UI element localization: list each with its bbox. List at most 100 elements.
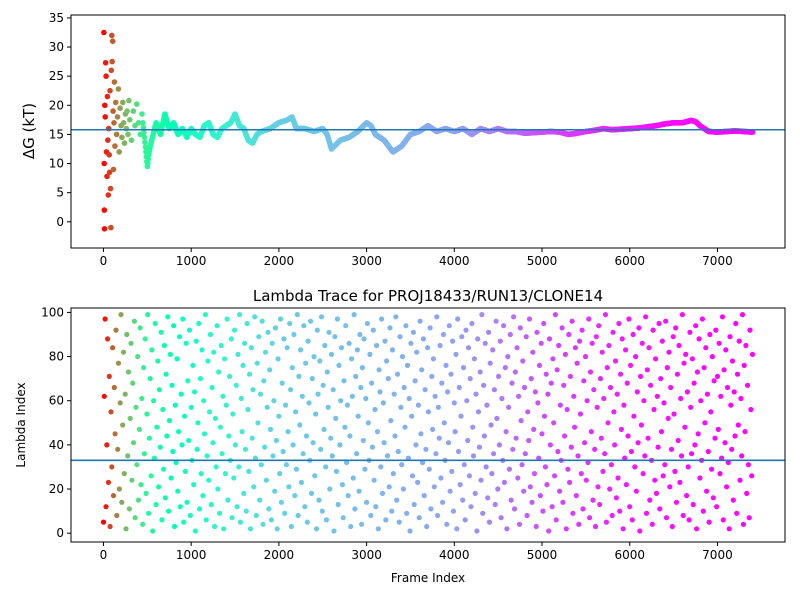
lambda-point	[294, 312, 300, 318]
lambda-point	[679, 312, 686, 318]
lambda-point	[288, 387, 294, 393]
lambda-point	[371, 477, 377, 483]
lambda-point	[382, 338, 388, 344]
lambda-point	[655, 444, 661, 450]
lambda-point	[284, 345, 290, 351]
lambda-point	[535, 400, 541, 406]
lambda-point	[619, 336, 625, 342]
lambda-point	[257, 391, 264, 397]
y-tick-label: 0	[56, 215, 64, 229]
lambda-point	[174, 356, 180, 362]
lambda-point	[702, 420, 708, 426]
lambda-point	[445, 440, 452, 446]
lambda-point	[333, 415, 339, 421]
lambda-point	[149, 347, 155, 353]
early-point	[102, 102, 108, 109]
lambda-point	[404, 510, 410, 516]
lambda-point	[231, 475, 237, 481]
lambda-point	[197, 376, 203, 382]
lambda-point	[646, 345, 652, 351]
lambda-point	[648, 382, 654, 388]
lambda-point	[653, 356, 659, 362]
lambda-point	[337, 442, 343, 448]
lambda-point	[577, 338, 583, 344]
lambda-point	[286, 484, 292, 490]
lambda-point	[601, 395, 607, 402]
lambda-point	[650, 327, 656, 333]
lambda-point	[699, 316, 706, 322]
lambda-point	[668, 446, 675, 452]
lambda-point	[586, 316, 592, 322]
lambda-point	[191, 389, 198, 395]
lambda-point	[194, 446, 200, 452]
lambda-point	[392, 433, 398, 439]
lambda-point	[620, 526, 626, 532]
lambda-point	[389, 508, 395, 514]
lambda-point	[381, 440, 387, 446]
lambda-point	[210, 440, 216, 446]
lambda-point	[186, 327, 193, 333]
lambda-point	[467, 376, 473, 382]
lambda-point	[633, 354, 639, 360]
lambda-point	[455, 448, 462, 455]
lambda-point	[244, 320, 250, 327]
lambda-point	[321, 426, 327, 432]
lambda-point	[508, 497, 514, 503]
lambda-point	[426, 466, 432, 472]
lambda-point	[119, 499, 125, 505]
lambda-point	[111, 384, 117, 391]
lambda-point	[395, 448, 401, 455]
lambda-point	[549, 504, 555, 510]
lambda-point	[295, 512, 301, 519]
lambda-point	[607, 486, 613, 492]
lambda-point	[290, 442, 296, 448]
lambda-point	[432, 393, 438, 399]
lambda-point	[726, 526, 732, 532]
lambda-point	[332, 334, 338, 340]
lambda-point	[720, 517, 726, 523]
lambda-point	[363, 395, 369, 402]
x-tick-label: 7000	[702, 254, 733, 268]
lambda-point	[223, 402, 229, 408]
early-point	[103, 73, 109, 79]
lambda-point	[463, 327, 469, 333]
lambda-point	[404, 362, 411, 368]
lambda-point	[320, 382, 326, 388]
lambda-point	[367, 351, 373, 357]
lambda-point	[572, 345, 579, 351]
lambda-point	[107, 523, 113, 530]
lambda-point	[266, 506, 272, 512]
lambda-point	[425, 409, 431, 415]
early-point	[101, 29, 107, 36]
lambda-point	[543, 371, 549, 377]
lambda-point	[293, 466, 299, 472]
x-tick-label: 5000	[527, 548, 558, 562]
lambda-point	[578, 471, 584, 477]
lambda-point	[627, 504, 633, 510]
early-point	[109, 38, 116, 44]
lambda-point	[250, 387, 256, 393]
lambda-point	[494, 415, 500, 421]
lambda-point	[227, 373, 233, 379]
early-point	[101, 160, 107, 167]
lambda-point	[169, 382, 175, 388]
lambda-point	[749, 351, 756, 357]
lambda-point	[229, 515, 235, 521]
lambda-point	[749, 473, 755, 479]
lambda-point	[242, 446, 249, 452]
early-point	[128, 137, 135, 143]
lambda-point	[490, 347, 496, 353]
lambda-point	[423, 446, 429, 452]
lambda-point	[597, 376, 604, 382]
lambda-point	[305, 338, 311, 344]
lambda-point	[485, 495, 491, 501]
lambda-point	[486, 329, 492, 335]
lambda-point	[165, 314, 171, 320]
lambda-point	[293, 409, 299, 415]
lambda-point	[148, 473, 154, 479]
lambda-point	[593, 334, 599, 340]
lambda-point	[659, 338, 665, 344]
lambda-point	[680, 512, 686, 519]
lambda-point	[704, 488, 710, 494]
early-point	[102, 114, 108, 120]
